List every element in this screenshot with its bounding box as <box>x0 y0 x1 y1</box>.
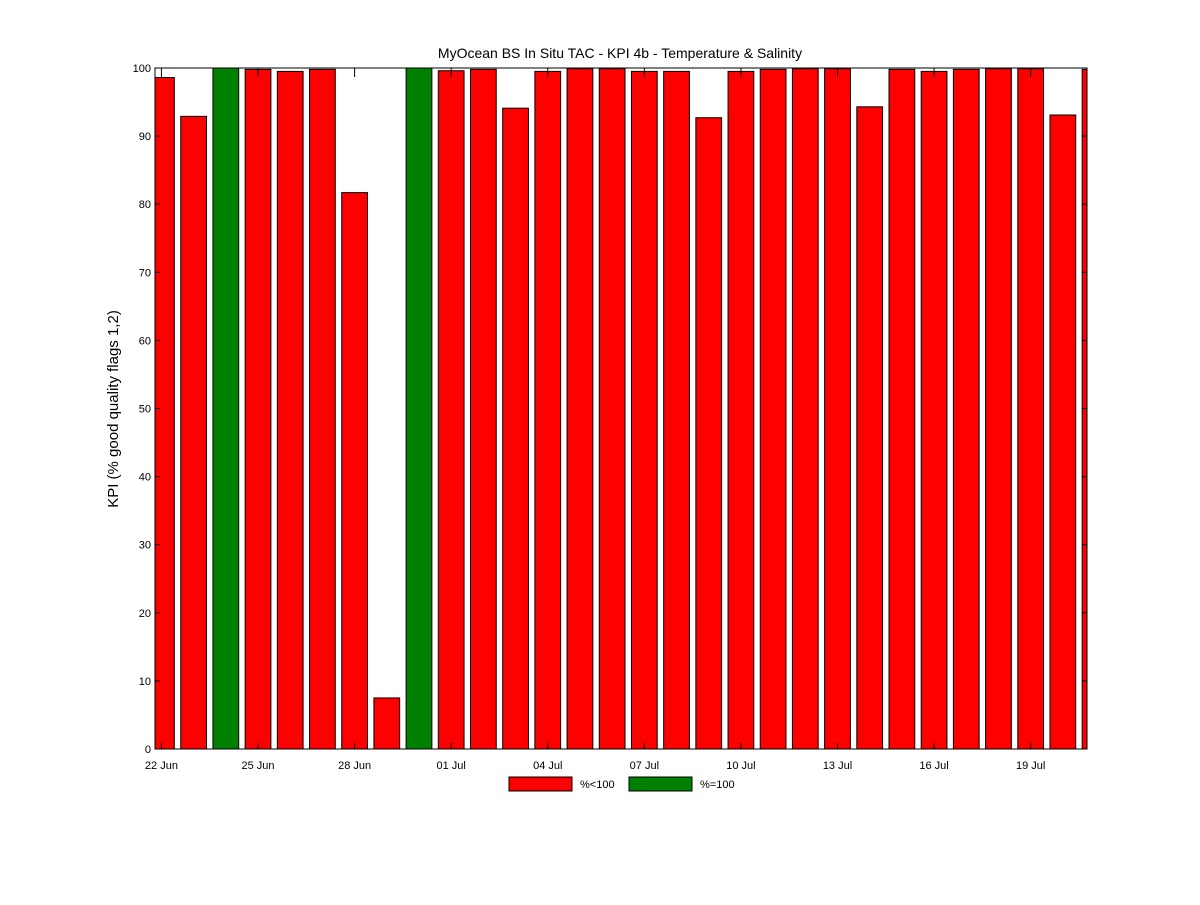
x-tick-label: 25 Jun <box>242 760 275 772</box>
x-tick-label: 28 Jun <box>338 760 371 772</box>
y-tick-label: 60 <box>139 335 151 347</box>
y-tick-label: 80 <box>139 199 151 211</box>
bar <box>341 192 368 749</box>
x-tick-label: 10 Jul <box>726 760 755 772</box>
x-tick-label: 01 Jul <box>436 760 465 772</box>
bar <box>155 77 175 749</box>
bar <box>469 68 497 749</box>
bar <box>920 70 948 749</box>
y-axis: 0 10 20 30 40 50 60 70 80 90 100 <box>133 63 1087 756</box>
x-tick-label: 13 Jul <box>823 760 852 772</box>
bar <box>985 68 1012 749</box>
x-tick-label: 16 Jul <box>919 760 948 772</box>
bar <box>598 68 626 749</box>
y-tick-label: 0 <box>145 744 151 756</box>
bar <box>759 68 787 749</box>
y-tick-label: 90 <box>139 131 151 143</box>
bar <box>180 115 208 749</box>
y-tick-label: 30 <box>139 540 151 552</box>
legend: %<100 %=100 <box>508 776 735 792</box>
y-axis-label: KPI (% good quality flags 1,2) <box>105 310 122 508</box>
bar <box>695 117 723 749</box>
chart-title: MyOcean BS In Situ TAC - KPI 4b - Temper… <box>438 45 802 61</box>
bar <box>791 68 819 749</box>
x-tick-label: 22 Jun <box>145 760 178 772</box>
legend-label: %=100 <box>700 779 735 791</box>
y-tick-label: 20 <box>139 608 151 620</box>
bar <box>952 68 980 749</box>
y-tick-label: 10 <box>139 676 151 688</box>
bar <box>1081 68 1087 749</box>
y-tick-label: 40 <box>139 472 151 484</box>
bar <box>373 697 401 749</box>
y-tick-label: 50 <box>139 404 151 416</box>
legend-label: %<100 <box>580 779 615 791</box>
bar <box>663 70 690 749</box>
bar <box>1049 114 1077 749</box>
bar <box>888 68 916 749</box>
legend-swatch <box>508 776 573 792</box>
y-tick-label: 100 <box>133 63 151 75</box>
bar <box>856 106 884 749</box>
bar <box>244 68 272 749</box>
bar <box>212 68 240 749</box>
x-tick-label: 04 Jul <box>533 760 562 772</box>
legend-swatch <box>628 776 693 792</box>
bar <box>630 70 658 749</box>
bars-group <box>155 68 1087 749</box>
bar <box>276 70 304 749</box>
bar <box>727 70 755 749</box>
y-tick-label: 70 <box>139 267 151 279</box>
bar <box>437 70 465 749</box>
bar <box>534 70 562 749</box>
bar <box>566 68 594 749</box>
bar <box>1017 68 1045 749</box>
bar <box>405 68 433 749</box>
x-tick-label: 19 Jul <box>1016 760 1045 772</box>
bar <box>502 107 529 749</box>
bar <box>824 68 851 749</box>
bar <box>309 68 336 749</box>
x-axis: 22 Jun 25 Jun 28 Jun 01 Jul 04 Jul 07 Jul 10 J… <box>145 68 1045 772</box>
x-tick-label: 07 Jul <box>630 760 659 772</box>
